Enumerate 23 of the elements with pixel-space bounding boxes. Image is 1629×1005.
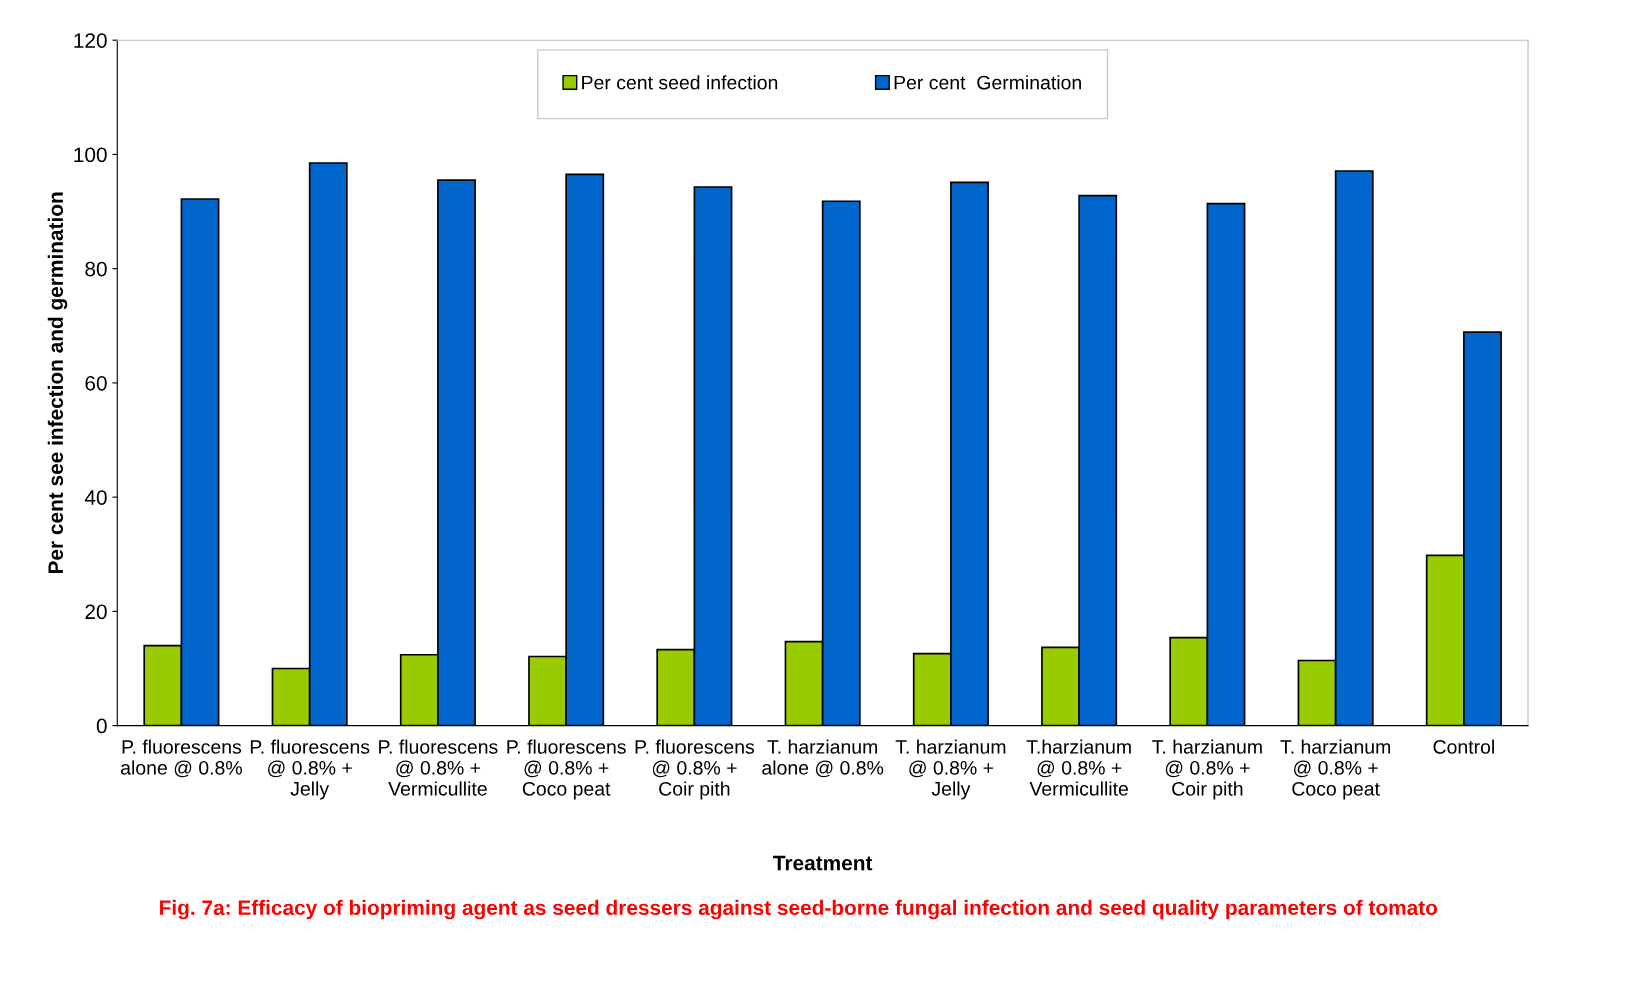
- x-tick-label: P. fluorescens @ 0.8% + Coco peat: [507, 739, 626, 800]
- y-tick-label: 40: [84, 490, 107, 505]
- x-tick-label: T. harzianum @ 0.8% + Coco peat: [1280, 739, 1391, 800]
- caption: Fig. 7a: Efficacy of biopriming agent as seed dressers against seed-borne fungal infection and seed quality parameters of tomato: [160, 899, 1438, 920]
- x-tick-label: P. fluorescens @ 0.8% + Vermicullite: [379, 739, 498, 796]
- y-tick-label: 80: [85, 261, 107, 277]
- x-tick-label: T. harzianum alone @ 0.8%: [762, 739, 884, 778]
- y-tick-label: 120: [74, 33, 107, 48]
- x-tick-label: P. fluorescens @ 0.8% + Coir pith: [635, 739, 755, 800]
- y-axis-title: Per cent see infection and germination: [47, 192, 68, 574]
- y-tick-label: 0: [96, 718, 107, 734]
- legend-label: Per cent Germination: [894, 75, 1081, 90]
- y-tick-label: 100: [74, 147, 107, 163]
- legend-label: Per cent seed infection: [582, 75, 778, 90]
- y-tick-label: 60: [85, 375, 107, 391]
- y-tick-label: 20: [85, 604, 107, 620]
- x-tick-label: Control: [1433, 739, 1494, 754]
- x-axis-title: Treatment: [773, 855, 873, 871]
- x-tick-label: T. harzianum @ 0.8% + Coir pith: [1152, 739, 1262, 800]
- x-tick-label: P. fluorescens @ 0.8% + Jelly: [250, 739, 370, 800]
- x-tick-label: T.harzianum @ 0.8% + Vermicullite: [1026, 739, 1131, 796]
- x-tick-label: T. harzianum @ 0.8% + Jelly: [895, 739, 1006, 800]
- x-tick-label: P. fluorescens alone @ 0.8%: [121, 739, 242, 778]
